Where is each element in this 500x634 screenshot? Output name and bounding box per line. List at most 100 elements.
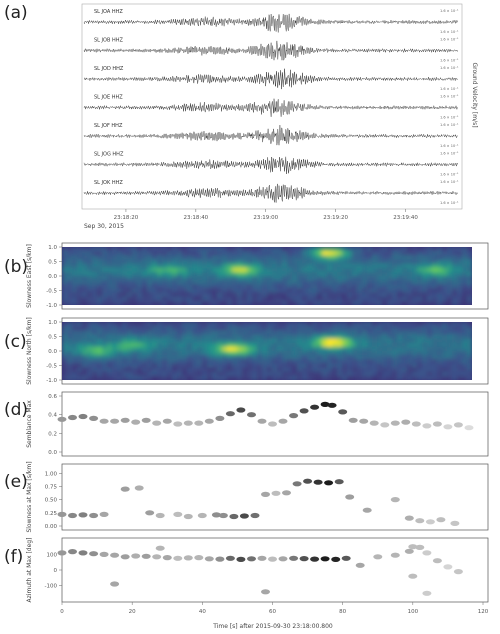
heatmap-cell: [307, 346, 313, 352]
heatmap-cell: [237, 375, 243, 380]
heatmap-cell: [467, 247, 472, 252]
heatmap-cell: [97, 259, 103, 265]
heatmap-cell: [157, 280, 163, 285]
heatmap-cell: [392, 267, 398, 273]
data-point: [289, 413, 299, 419]
y-tick-label: -1.0: [46, 378, 57, 384]
heatmap-cell: [132, 292, 138, 298]
heatmap-cell: [227, 371, 233, 377]
heatmap-cell: [197, 330, 203, 336]
heatmap-cell: [322, 251, 328, 256]
heatmap-cell: [97, 288, 103, 294]
heatmap-cell: [247, 288, 253, 294]
heatmap-cell: [212, 355, 218, 360]
heatmap-cell: [392, 276, 398, 281]
heatmap-cell: [162, 251, 168, 256]
heatmap-cell: [432, 263, 438, 269]
heatmap-cell: [177, 259, 183, 265]
heatmap-cell: [247, 375, 253, 380]
trace-scale-top-0: 1.6 × 10⁻¹: [440, 9, 459, 13]
heatmap-cell: [257, 276, 263, 281]
heatmap-cell: [77, 292, 83, 298]
heatmap-cell: [467, 355, 472, 360]
heatmap-cell: [142, 330, 148, 336]
heatmap-cell: [72, 330, 78, 336]
data-point: [341, 555, 351, 561]
heatmap-cell: [242, 255, 248, 261]
heatmap-cell: [232, 322, 238, 327]
data-point: [327, 402, 337, 408]
panel-a-x-tick-label: 23:18:40: [183, 215, 208, 221]
heatmap-cell: [187, 334, 193, 340]
heatmap-cell: [307, 284, 313, 290]
heatmap-cell: [192, 334, 198, 340]
heatmap-cell: [422, 292, 428, 298]
heatmap-cell: [447, 280, 453, 285]
heatmap-cell: [467, 367, 472, 373]
heatmap-cell: [427, 288, 433, 294]
heatmap-cell: [297, 284, 303, 290]
data-point: [303, 478, 313, 484]
heatmap-cell: [62, 346, 68, 352]
heatmap-cell: [257, 284, 263, 290]
heatmap-cell: [227, 280, 233, 285]
heatmap-cell: [347, 296, 353, 302]
heatmap-cell: [87, 342, 93, 348]
heatmap-cell: [162, 322, 168, 327]
heatmap-cell: [407, 338, 413, 344]
x-tick-label: 80: [339, 609, 346, 615]
heatmap-cell: [157, 247, 163, 252]
x-tick-label: 60: [269, 609, 276, 615]
heatmap-cell: [452, 267, 458, 273]
heatmap-cell: [157, 259, 163, 265]
heatmap-cell: [222, 346, 228, 352]
heatmap-cell: [402, 363, 408, 369]
heatmap-cell: [187, 263, 193, 269]
heatmap-cell: [162, 300, 168, 305]
heatmap-cell: [467, 292, 472, 298]
heatmap-cell: [322, 363, 328, 369]
heatmap-cell: [447, 326, 453, 331]
y-tick-label: -0.5: [46, 364, 57, 370]
heatmap-cell: [117, 338, 123, 344]
heatmap-cell: [317, 255, 323, 261]
heatmap-cell: [267, 288, 273, 294]
heatmap-cell: [137, 326, 143, 331]
heatmap-cell: [387, 371, 393, 377]
heatmap-cell: [182, 247, 188, 252]
heatmap-cell: [402, 334, 408, 340]
heatmap-cell: [302, 296, 308, 302]
heatmap-cell: [262, 259, 268, 265]
heatmap-cell: [352, 284, 358, 290]
heatmap-cell: [67, 346, 73, 352]
heatmap-cell: [342, 296, 348, 302]
heatmap-cell: [332, 359, 338, 365]
heatmap-cell: [132, 296, 138, 302]
heatmap-cell: [267, 351, 273, 356]
heatmap-cell: [92, 255, 98, 261]
data-point: [194, 420, 204, 426]
heatmap-cell: [122, 334, 128, 340]
heatmap-cell: [417, 284, 423, 290]
heatmap-cell: [292, 271, 298, 277]
heatmap-cell: [332, 326, 338, 331]
heatmap-cell: [292, 292, 298, 298]
data-point: [239, 513, 249, 519]
heatmap-cell: [392, 330, 398, 336]
heatmap-cell: [362, 326, 368, 331]
heatmap-cell: [187, 371, 193, 377]
heatmap-cell: [302, 276, 308, 281]
heatmap-cell: [452, 284, 458, 290]
heatmap-cell: [397, 259, 403, 265]
heatmap-cell: [272, 330, 278, 336]
heatmap-cell: [312, 363, 318, 369]
heatmap-cell: [372, 338, 378, 344]
heatmap-cell: [457, 276, 463, 281]
heatmap-cell: [247, 280, 253, 285]
heatmap-cell: [192, 326, 198, 331]
heatmap-cell: [347, 251, 353, 256]
heatmap-cell: [362, 355, 368, 360]
heatmap-cell: [402, 375, 408, 380]
heatmap-cell: [397, 251, 403, 256]
heatmap-cell: [267, 251, 273, 256]
